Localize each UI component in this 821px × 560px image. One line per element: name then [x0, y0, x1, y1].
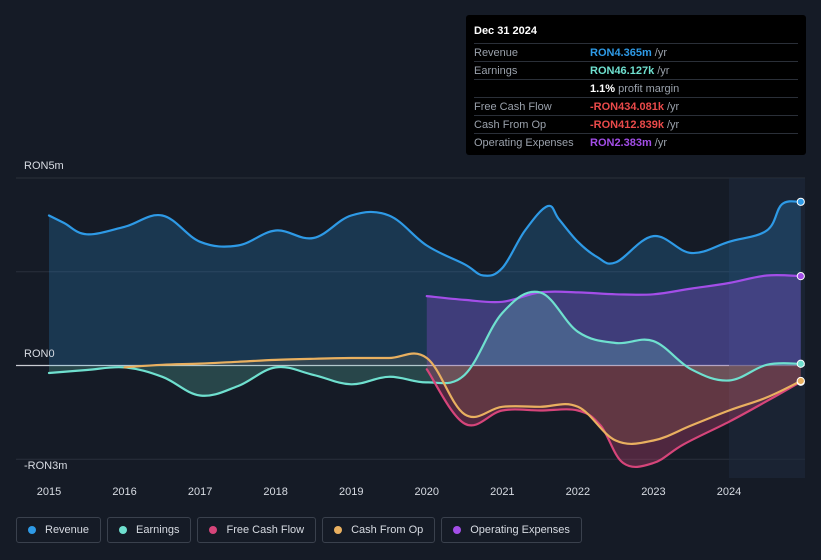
x-tick-label: 2016 — [112, 486, 136, 498]
tooltip-row-unit: /yr — [667, 100, 680, 113]
tooltip-row-label: Earnings — [474, 64, 518, 77]
legend-item-revenue[interactable]: Revenue — [16, 517, 102, 543]
tooltip-row-value: RON4.365m — [590, 46, 652, 59]
x-tick-label: 2019 — [339, 486, 363, 498]
earnings-revenue-chart: 2015 2016 2017 2018 2019 2020 2021 2022 2023 2024 — [16, 177, 805, 498]
tooltip-row: Free Cash Flow -RON434.081k/yr — [474, 97, 798, 115]
y-axis-top-label: RON5m — [24, 160, 64, 172]
x-tick-label: 2021 — [490, 486, 514, 498]
x-tick-label: 2024 — [717, 486, 741, 498]
tooltip-row: Earnings RON46.127k/yr — [474, 61, 798, 79]
forecast-shade-rect — [729, 178, 805, 478]
tooltip-row-unit: /yr — [654, 46, 667, 59]
tooltip-row-unit: /yr — [657, 64, 670, 77]
area-earnings — [49, 291, 801, 396]
tooltip-row: Revenue RON4.365m/yr — [474, 43, 798, 61]
legend-dot — [453, 526, 462, 534]
y-axis-zero-label: RON0 — [24, 348, 55, 360]
tooltip-row-label: Operating Expenses — [474, 136, 574, 149]
legend-label: Earnings — [136, 524, 180, 536]
tooltip-row-value: -RON434.081k — [590, 100, 664, 113]
tooltip-row: Operating Expenses RON2.383m/yr — [474, 133, 798, 151]
x-tick-label: 2020 — [415, 486, 439, 498]
tooltip-row-label: Revenue — [474, 46, 519, 59]
line-fcf — [425, 368, 802, 468]
legend-dot — [119, 526, 128, 534]
tooltip-row: Cash From Op -RON412.839k/yr — [474, 115, 798, 133]
x-tick-label: 2022 — [566, 486, 590, 498]
series-end-markers — [796, 197, 805, 386]
legend-item-earnings[interactable]: Earnings — [107, 517, 192, 543]
tooltip-row-unit: profit margin — [618, 82, 680, 95]
x-tick-label: 2018 — [263, 486, 287, 498]
line-cfo — [123, 352, 802, 445]
chart-legend: Revenue Earnings Free Cash Flow Cash From O… — [16, 517, 582, 543]
x-axis-ticks: 2015 2016 2017 2018 2019 2020 2021 2022 2023 2024 — [37, 486, 741, 498]
forecast-shade — [729, 178, 805, 478]
legend-label: Free Cash Flow — [226, 524, 305, 536]
tooltip-row: 1.1% profit margin — [474, 79, 798, 97]
end-marker-revenue — [796, 197, 805, 206]
x-tick-label: 2023 — [641, 486, 665, 498]
tooltip-row-value: -RON412.839k — [590, 118, 664, 131]
area-revenue — [49, 201, 801, 366]
y-axis-bottom-label: -RON3m — [24, 460, 68, 472]
tooltip-date: Dec 31 2024 — [474, 25, 537, 37]
legend-label: Revenue — [45, 524, 90, 536]
data-tooltip: Dec 31 2024 Revenue RON4.365m/yr Earnings R… — [466, 15, 806, 155]
tooltip-row-value: RON46.127k — [590, 64, 655, 77]
line-opex — [425, 273, 802, 304]
legend-dot — [334, 526, 343, 534]
legend-item-cfo[interactable]: Cash From Op — [322, 517, 436, 543]
legend-item-opex[interactable]: Operating Expenses — [441, 517, 582, 543]
tooltip-row-unit: /yr — [667, 118, 680, 131]
line-earnings — [47, 290, 802, 397]
legend-label: Operating Expenses — [470, 524, 570, 536]
tooltip-row-value: RON2.383m — [590, 136, 652, 149]
x-tick-label: 2015 — [37, 486, 61, 498]
legend-item-fcf[interactable]: Free Cash Flow — [197, 517, 317, 543]
line-revenue — [47, 200, 802, 277]
end-marker-earnings — [796, 359, 805, 368]
end-marker-cfo — [796, 376, 805, 386]
area-fcf — [426, 365, 801, 467]
area-cfo — [124, 353, 801, 444]
tooltip-row-value: 1.1% — [590, 82, 616, 95]
legend-label: Cash From Op — [351, 524, 424, 536]
x-tick-label: 2017 — [188, 486, 212, 498]
tooltip-row-label: Cash From Op — [474, 118, 547, 131]
end-marker-opex — [796, 272, 805, 281]
series-lines — [47, 200, 802, 468]
legend-dot — [209, 526, 218, 534]
tooltip-row-unit: /yr — [654, 136, 667, 149]
legend-dot — [28, 526, 36, 534]
tooltip-row-label: Free Cash Flow — [474, 100, 552, 113]
